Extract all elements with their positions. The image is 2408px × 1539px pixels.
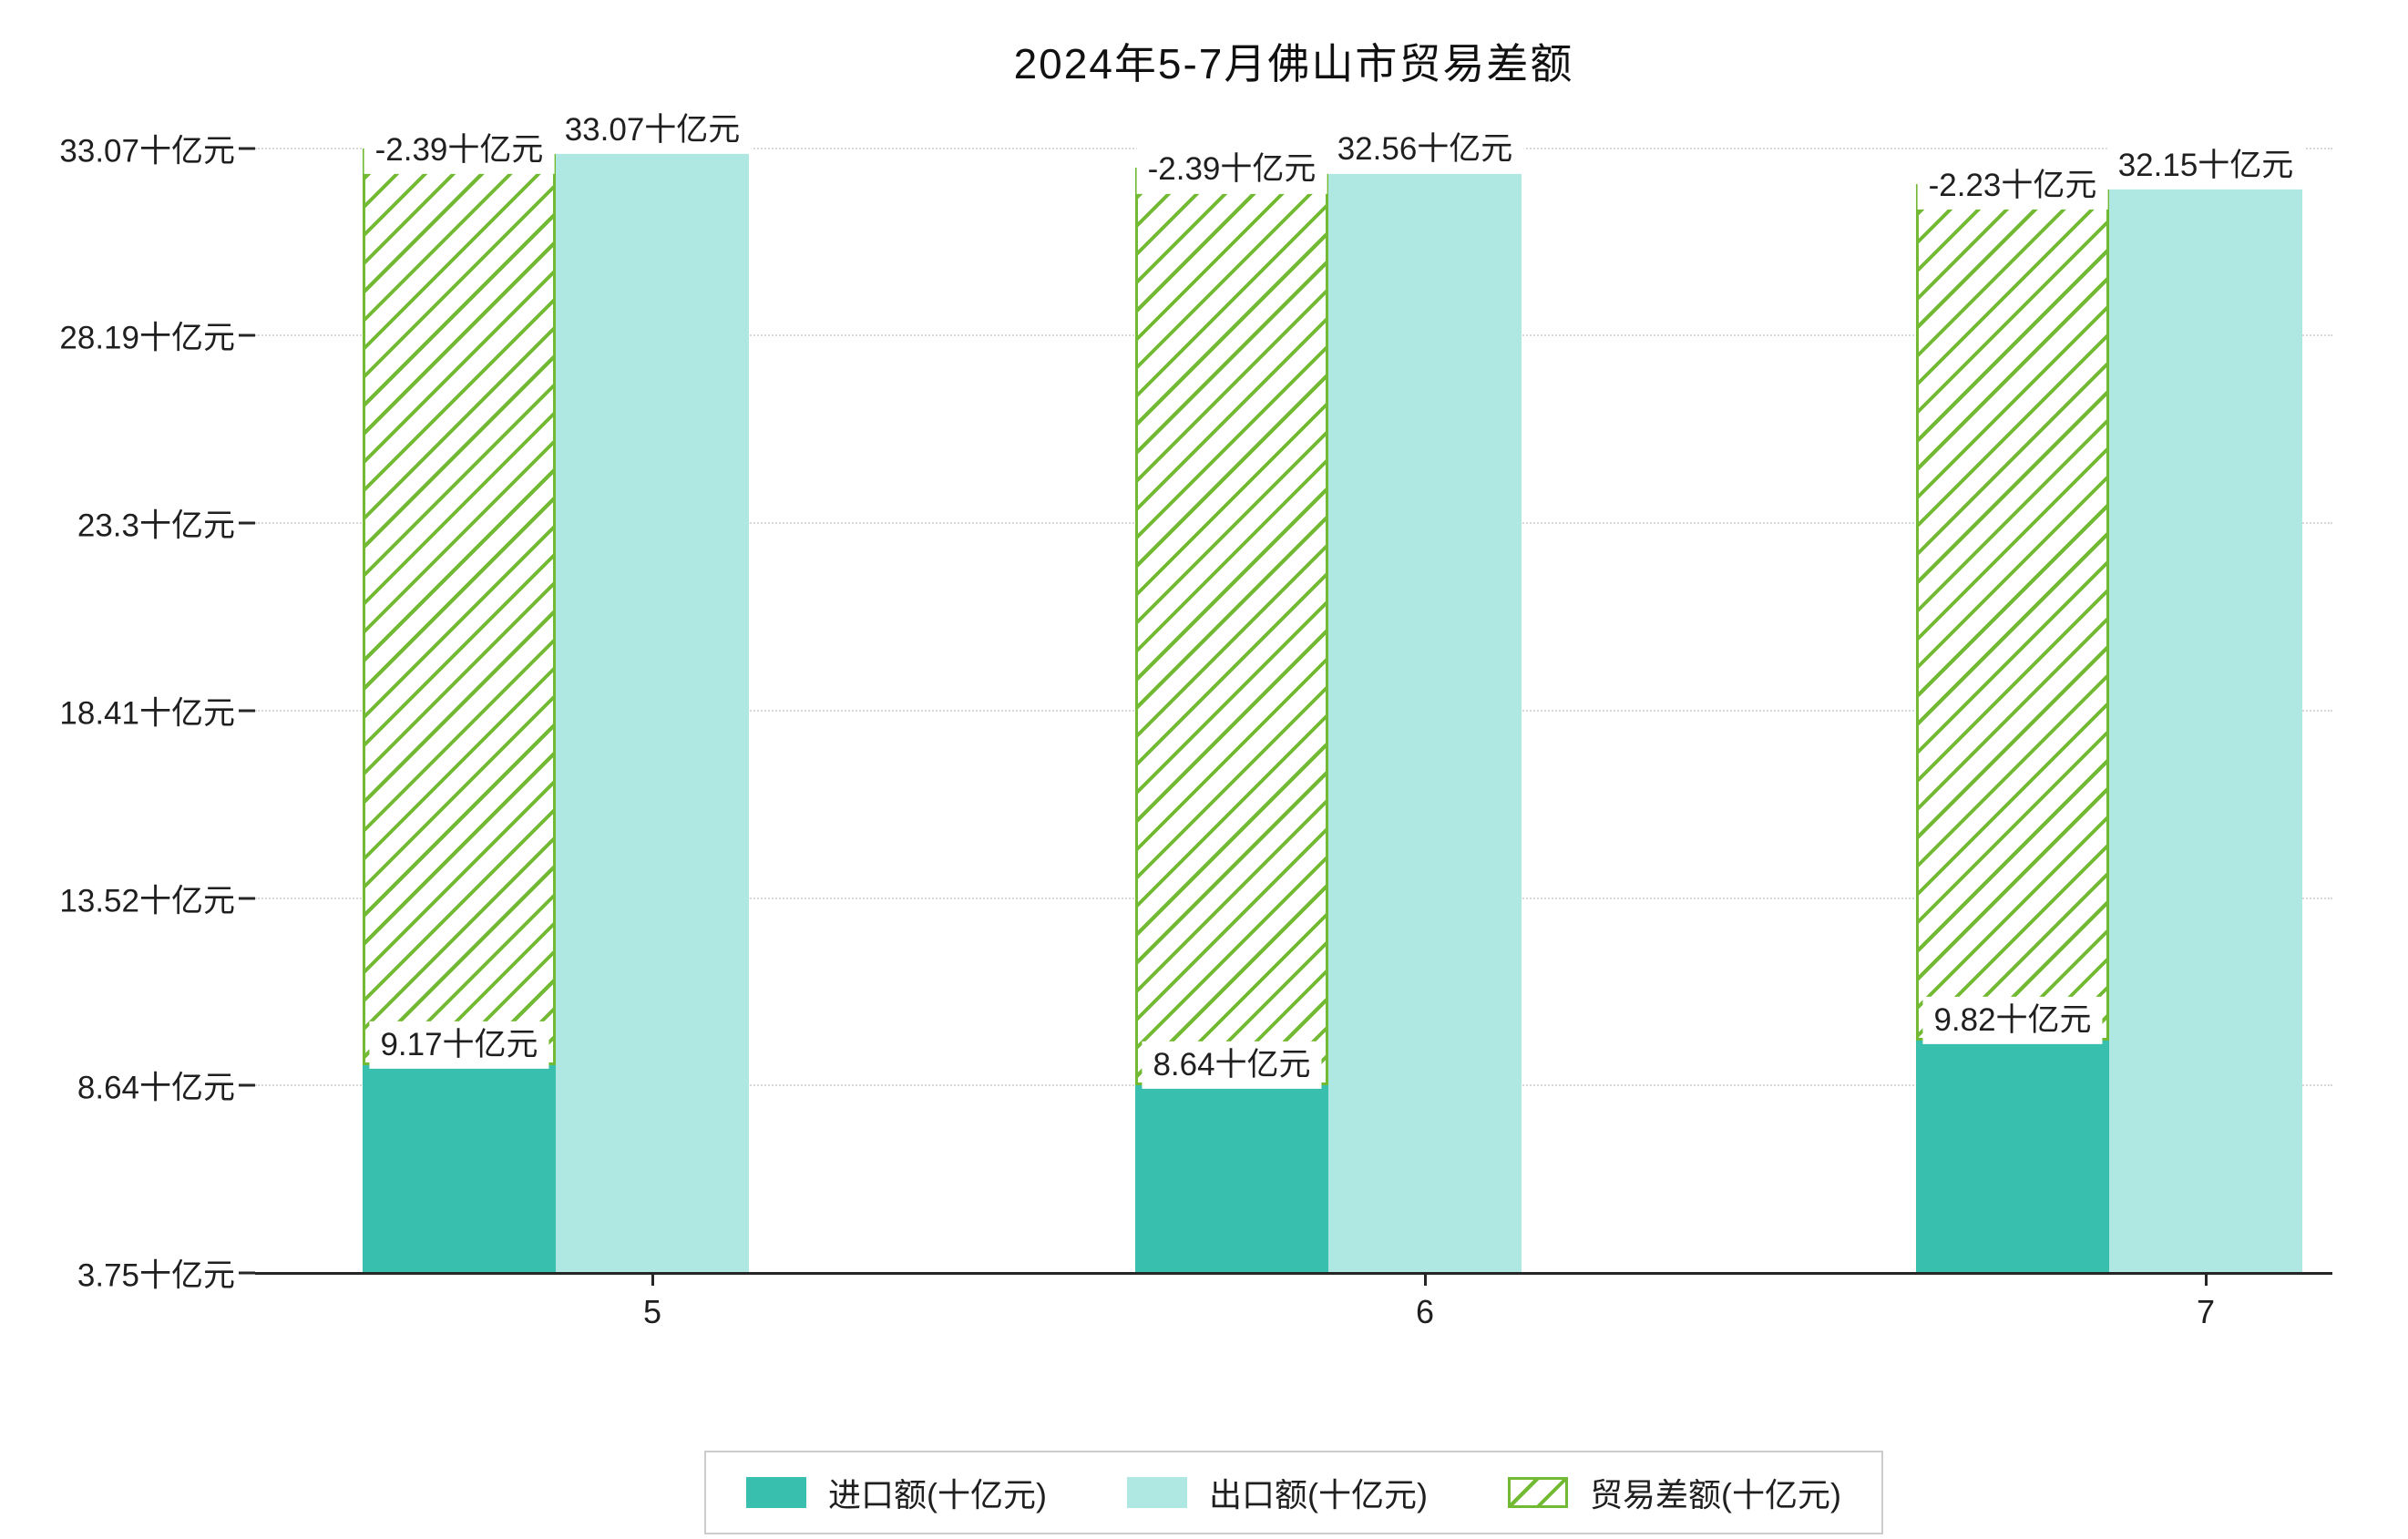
x-axis-line (255, 1272, 2332, 1275)
import-value-label: 9.17十亿元 (369, 1021, 549, 1069)
legend-swatch-export (1127, 1477, 1187, 1508)
x-axis-tick-label: 7 (2196, 1293, 2216, 1330)
legend-item-import: 进口额(十亿元) (746, 1469, 1047, 1516)
import-bar (1916, 1040, 2109, 1273)
legend-label-trade-balance: 贸易差额(十亿元) (1589, 1476, 1841, 1513)
y-axis-tick-label: 23.3十亿元 (77, 508, 235, 544)
trade-balance-bar (363, 149, 556, 1065)
trade-balance-value-label: -2.23十亿元 (1917, 161, 2108, 210)
export-bar (556, 149, 749, 1273)
legend: 进口额(十亿元) 出口额(十亿元) 贸易差额(十亿元) (255, 1451, 2332, 1534)
y-axis-tick-label: 33.07十亿元 (59, 133, 235, 169)
import-value-label: 8.64十亿元 (1142, 1041, 1322, 1090)
y-axis-tick-label: 18.41十亿元 (59, 695, 235, 732)
import-bar (1135, 1085, 1328, 1273)
y-tick-mark (239, 521, 255, 525)
x-axis-tick-label: 5 (642, 1293, 662, 1330)
trade-balance-value-label: -2.39十亿元 (1136, 146, 1327, 194)
export-value-label: 32.56十亿元 (1326, 126, 1524, 174)
export-value-label: 33.07十亿元 (553, 106, 752, 155)
trade-balance-bar (1135, 168, 1328, 1086)
trade-balance-bar (1916, 183, 2109, 1041)
import-value-label: 9.82十亿元 (1922, 996, 2103, 1044)
trade-balance-value-label: -2.39十亿元 (364, 126, 555, 175)
export-bar (1328, 168, 1522, 1273)
y-tick-mark (239, 333, 255, 337)
export-value-label: 32.15十亿元 (2106, 141, 2305, 190)
legend-swatch-import (746, 1477, 807, 1508)
y-tick-mark (239, 1083, 255, 1087)
legend-box: 进口额(十亿元) 出口额(十亿元) 贸易差额(十亿元) (704, 1451, 1883, 1534)
legend-swatch-trade-balance (1507, 1477, 1568, 1508)
x-axis-tick-label: 6 (1415, 1293, 1435, 1330)
legend-item-trade-balance: 贸易差额(十亿元) (1507, 1469, 1841, 1516)
y-tick-mark (239, 897, 255, 900)
x-tick-mark (651, 1273, 654, 1286)
y-tick-mark (239, 709, 255, 713)
chart-title: 2024年5-7月佛山市贸易差额 (1013, 40, 1574, 87)
y-axis-tick-label: 28.19十亿元 (59, 320, 235, 356)
y-tick-mark (239, 147, 255, 150)
x-tick-mark (1424, 1273, 1427, 1286)
legend-item-export: 出口额(十亿元) (1127, 1469, 1428, 1516)
export-bar (2109, 183, 2302, 1273)
legend-label-import: 进口额(十亿元) (828, 1476, 1047, 1513)
import-bar (363, 1064, 556, 1273)
legend-label-export: 出口额(十亿元) (1209, 1476, 1428, 1513)
y-axis-tick-label: 3.75十亿元 (77, 1257, 235, 1294)
y-tick-mark (239, 1271, 255, 1275)
x-tick-mark (2205, 1273, 2208, 1286)
y-axis-tick-label: 13.52十亿元 (59, 883, 235, 919)
y-axis-tick-label: 8.64十亿元 (77, 1070, 235, 1106)
